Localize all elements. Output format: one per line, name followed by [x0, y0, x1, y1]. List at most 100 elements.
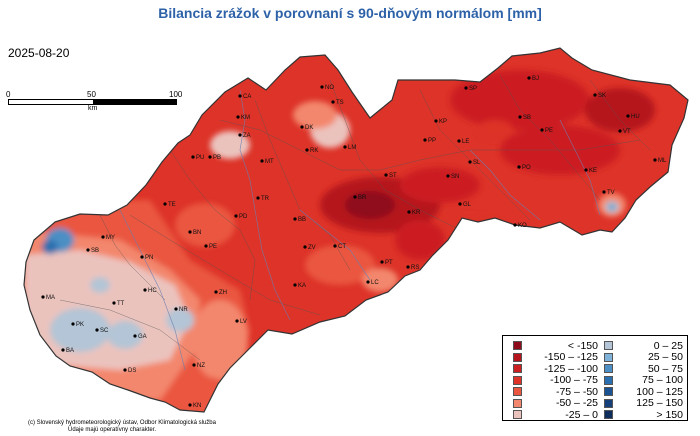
scale-unit: km	[88, 105, 98, 112]
map-title: Bilancia zrážok v porovnaní s 90-dňovým …	[158, 5, 542, 21]
station-dot	[468, 160, 472, 164]
legend: < -150 -150 – -125 -125 – -100 -100 – -75 -7…	[502, 335, 688, 421]
credit-text: (c) Slovenský hydrometeorologický ústav,…	[28, 420, 216, 434]
station-le: LE	[457, 139, 469, 145]
legend-swatch	[513, 387, 522, 397]
station-dot	[517, 165, 521, 169]
legend-item: < -150	[513, 340, 598, 352]
scale-bar-white	[8, 99, 94, 105]
station-dot	[41, 295, 45, 299]
station-tv: TV	[602, 190, 615, 196]
station-label: KP	[439, 119, 447, 125]
station-label: LE	[462, 139, 469, 145]
station-label: KR	[412, 210, 421, 216]
station-label: PB	[213, 155, 221, 161]
station-tt: TT	[112, 301, 125, 307]
station-dot	[95, 328, 99, 332]
station-label: CT	[338, 244, 346, 250]
station-label: SK	[598, 93, 606, 99]
station-dot	[303, 245, 307, 249]
legend-label: > 150	[656, 408, 683, 421]
station-label: LM	[348, 145, 356, 151]
legend-item: 125 – 150	[604, 397, 683, 410]
station-dot	[192, 363, 196, 367]
station-label: TS	[336, 100, 344, 106]
station-label: HU	[631, 114, 640, 120]
station-label: SC	[100, 328, 109, 334]
station-hc: HC	[143, 288, 157, 294]
legend-label: -75 – -50	[555, 385, 598, 398]
legend-label: 125 – 150	[636, 397, 683, 410]
station-dot	[593, 93, 597, 97]
station-dot	[618, 129, 622, 133]
legend-item: 100 – 125	[604, 386, 683, 398]
station-dot	[188, 403, 192, 407]
station-ka: KA	[293, 283, 306, 289]
station-dot	[305, 148, 309, 152]
station-dot	[457, 139, 461, 143]
station-label: LV	[240, 319, 247, 325]
legend-swatch	[604, 387, 613, 397]
legend-label: 25 – 50	[647, 351, 683, 364]
station-dot	[140, 255, 144, 259]
station-dot	[540, 128, 544, 132]
legend-label: -150 – -125	[544, 351, 598, 364]
legend-swatch	[513, 341, 522, 351]
country-border	[23, 47, 689, 413]
station-label: SN	[451, 174, 459, 180]
station-dot	[407, 210, 411, 214]
station-vt: VT	[618, 129, 631, 135]
station-za: ZA	[238, 133, 251, 139]
station-kr: KR	[407, 210, 421, 216]
station-ca: CA	[238, 94, 251, 100]
scale-tick-0: 0	[6, 90, 11, 99]
station-label: CA	[243, 94, 251, 100]
station-zv: ZV	[303, 245, 316, 251]
station-label: KA	[298, 283, 306, 289]
station-label: DS	[128, 368, 136, 374]
station-dot	[366, 280, 370, 284]
station-dot	[86, 248, 90, 252]
station-dot	[513, 223, 517, 227]
station-label: VT	[623, 129, 631, 135]
station-dot	[626, 114, 630, 118]
station-dot	[214, 290, 218, 294]
station-po: PO	[517, 165, 531, 171]
legend-swatch	[513, 352, 522, 362]
station-label: PT	[385, 260, 393, 266]
legend-swatch	[513, 410, 522, 420]
station-label: LC	[371, 280, 379, 286]
legend-item: -75 – -50	[513, 386, 598, 398]
station-dot	[235, 319, 239, 323]
station-dot	[434, 119, 438, 123]
station-label: TT	[117, 301, 125, 307]
station-label: NR	[179, 307, 188, 313]
scale-bar-black	[93, 99, 177, 105]
station-label: PK	[76, 322, 84, 328]
legend-label: < -150	[567, 339, 598, 352]
station-label: HC	[148, 288, 157, 294]
station-dot	[238, 133, 242, 137]
station-dot	[333, 244, 337, 248]
station-bj: BJ	[527, 76, 539, 82]
legend-swatch	[513, 375, 522, 385]
scale-bar: 0 50 100 km	[6, 90, 182, 112]
station-ts: TS	[331, 100, 344, 106]
station-label: SB	[91, 248, 99, 254]
station-label: RK	[310, 148, 318, 154]
station-label: ZV	[308, 245, 316, 251]
station-dot	[133, 334, 137, 338]
legend-label: -25 – 0	[565, 408, 598, 421]
station-label: PN	[145, 255, 153, 261]
station-pn: PN	[140, 255, 153, 261]
station-hu: HU	[626, 114, 640, 120]
legend-label: 75 – 100	[642, 374, 683, 387]
station-rk: RK	[305, 148, 318, 154]
station-dot	[143, 288, 147, 292]
station-sk: SK	[593, 93, 606, 99]
station-label: ST	[389, 173, 397, 179]
station-dot	[331, 100, 335, 104]
station-te: TE	[163, 202, 176, 208]
legend-label: -50 – -25	[555, 397, 598, 410]
station-dot	[343, 145, 347, 149]
